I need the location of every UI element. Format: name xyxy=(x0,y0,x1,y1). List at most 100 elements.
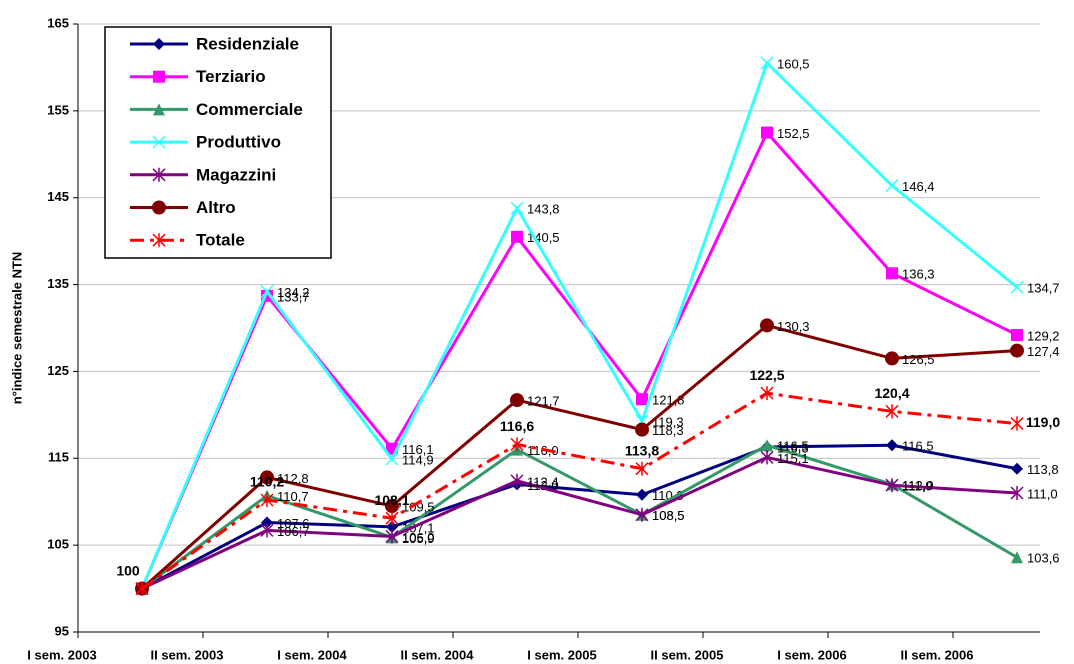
marker xyxy=(1010,343,1024,358)
marker xyxy=(1010,280,1024,294)
marker xyxy=(761,126,773,139)
legend-label: Totale xyxy=(196,231,245,250)
data-label: 119,3 xyxy=(652,414,684,429)
data-label: 106,7 xyxy=(277,524,310,539)
marker xyxy=(635,507,649,522)
marker xyxy=(636,488,648,501)
marker xyxy=(886,267,898,280)
data-label: 143,8 xyxy=(527,202,560,217)
data-label: 114,9 xyxy=(402,453,434,468)
marker xyxy=(1011,462,1023,475)
marker xyxy=(760,386,774,401)
data-label: 113,8 xyxy=(1027,462,1059,477)
data-label: 119,0 xyxy=(1026,414,1060,430)
data-label: 111,0 xyxy=(1027,486,1058,501)
marker xyxy=(760,318,774,333)
marker xyxy=(760,450,774,465)
marker xyxy=(152,200,166,215)
x-tick-label: I sem. 2005 xyxy=(527,647,596,662)
marker xyxy=(760,56,774,70)
data-label: 116,5 xyxy=(777,439,809,454)
x-tick-label: I sem. 2006 xyxy=(777,647,846,662)
series-line xyxy=(140,60,1018,590)
data-label: 118,3 xyxy=(652,423,684,438)
series-line xyxy=(141,443,1018,590)
legend-label: Altro xyxy=(196,198,236,217)
marker xyxy=(1010,486,1024,501)
marker xyxy=(761,439,773,452)
series-line xyxy=(141,443,1018,590)
marker xyxy=(385,452,399,466)
x-tick-label: II sem. 2006 xyxy=(901,647,974,662)
marker xyxy=(886,439,898,452)
marker xyxy=(1010,416,1024,431)
marker xyxy=(261,516,273,529)
data-label: 126,5 xyxy=(902,352,935,367)
series-line xyxy=(141,323,1018,590)
data-label: 122,5 xyxy=(749,367,784,383)
x-tick-label: I sem. 2004 xyxy=(277,647,347,662)
legend: Residenziale Terziario Commerciale Produtti… xyxy=(104,26,332,259)
marker xyxy=(385,511,399,526)
marker xyxy=(135,581,149,596)
marker xyxy=(386,520,398,533)
data-label: 121,8 xyxy=(652,393,685,408)
y-tick-label: 95 xyxy=(55,623,69,638)
marker xyxy=(511,230,523,243)
data-label: 134,7 xyxy=(1027,281,1060,296)
data-label: 129,2 xyxy=(1027,328,1060,343)
marker xyxy=(385,529,399,544)
data-label: 108,5 xyxy=(652,508,685,523)
data-label: 109,5 xyxy=(402,499,435,514)
data-label: 127,4 xyxy=(1027,344,1060,359)
marker xyxy=(885,404,899,419)
legend-label: Terziario xyxy=(196,67,266,86)
marker xyxy=(885,351,899,366)
marker xyxy=(260,492,274,507)
legend-label: Produttivo xyxy=(196,133,281,152)
data-label: 113,8 xyxy=(625,442,659,458)
marker xyxy=(885,478,899,493)
data-label: 107,6 xyxy=(277,516,310,531)
data-label: 116,6 xyxy=(500,418,534,434)
data-label: 116,1 xyxy=(402,442,434,457)
y-axis-label: n°indice semestrale NTN xyxy=(9,252,24,405)
marker xyxy=(1011,551,1023,564)
marker xyxy=(635,461,649,476)
marker xyxy=(152,233,166,248)
marker xyxy=(636,393,648,406)
x-tick-label: II sem. 2004 xyxy=(401,647,475,662)
marker xyxy=(260,470,274,485)
marker xyxy=(153,38,165,50)
data-label: 146,4 xyxy=(902,179,935,194)
data-label: 152,5 xyxy=(777,126,810,141)
data-label: 160,5 xyxy=(777,57,810,72)
marker xyxy=(152,135,166,149)
marker xyxy=(510,473,524,488)
y-tick-label: 105 xyxy=(47,537,69,552)
data-label: 136,3 xyxy=(902,267,935,282)
data-label: 110,7 xyxy=(277,489,309,504)
marker xyxy=(510,201,524,215)
x-tick-label: II sem. 2005 xyxy=(651,647,724,662)
data-label: 134,2 xyxy=(277,285,310,300)
data-label: 111,9 xyxy=(902,479,933,494)
y-tick-label: 115 xyxy=(48,450,69,465)
marker xyxy=(510,437,524,452)
legend-label: Magazzini xyxy=(196,165,276,184)
marker xyxy=(260,523,274,538)
series-line xyxy=(141,391,1018,590)
data-label: 108,1 xyxy=(374,492,409,508)
series-line xyxy=(141,455,1018,590)
data-label: 108,5 xyxy=(652,508,685,523)
y-tick-label: 165 xyxy=(47,15,69,30)
data-label: 130,3 xyxy=(777,319,810,334)
marker xyxy=(635,422,649,437)
data-label: 112,0 xyxy=(902,478,934,493)
marker xyxy=(260,284,274,299)
y-tick-label: 145 xyxy=(47,189,69,204)
data-label: 110,2 xyxy=(250,474,284,490)
data-label: 116,5 xyxy=(902,439,934,454)
y-tick-label: 155 xyxy=(47,102,69,117)
